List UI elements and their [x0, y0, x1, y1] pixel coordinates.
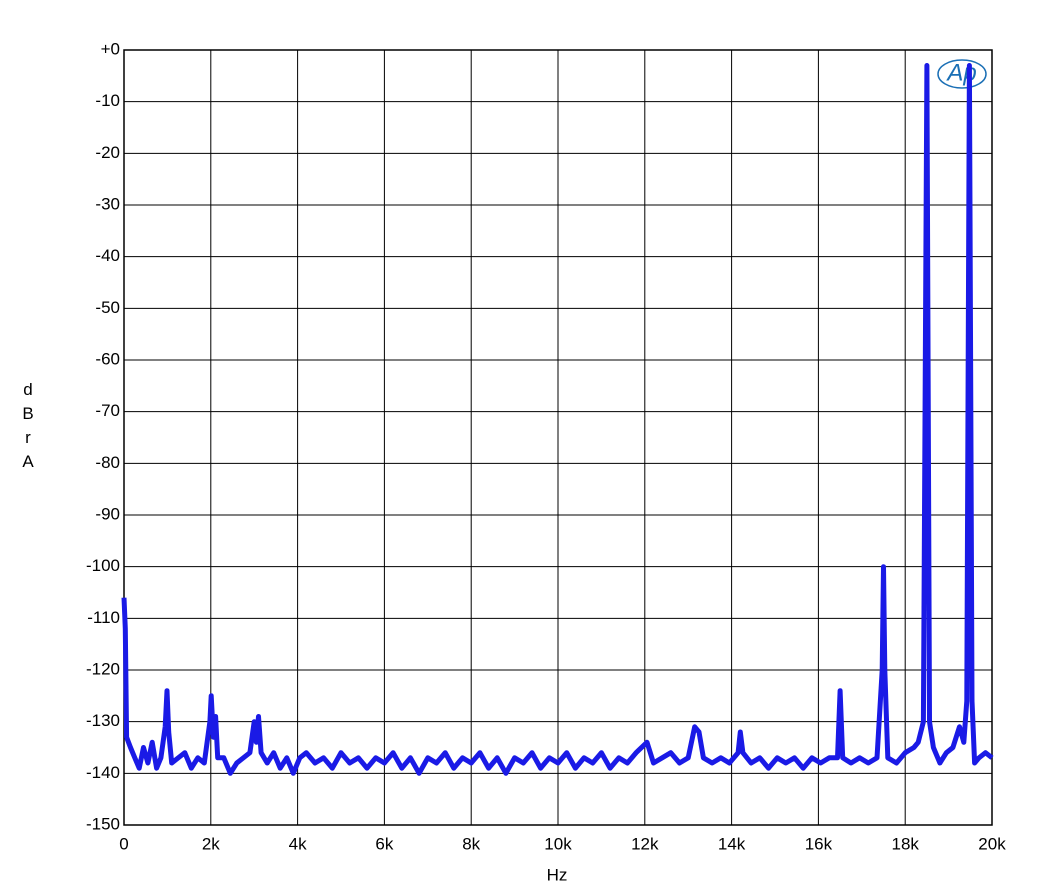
- y-tick-label: -120: [86, 659, 120, 678]
- y-tick-label: -140: [86, 763, 120, 782]
- y-tick-label: -150: [86, 814, 120, 833]
- plot-border: [123, 49, 993, 826]
- logo-ring: [937, 59, 987, 89]
- y-tick-label: -70: [95, 401, 120, 420]
- y-tick-label: -20: [95, 143, 120, 162]
- x-tick-label: 12k: [631, 834, 659, 853]
- y-tick-label: -40: [95, 246, 120, 265]
- y-tick-label: -80: [95, 453, 120, 472]
- y-tick-label: -30: [95, 194, 120, 213]
- x-tick-label: 10k: [544, 834, 572, 853]
- y-tick-label: -110: [87, 608, 120, 627]
- y-tick-label: +0: [101, 39, 120, 58]
- y-tick-label: -10: [95, 91, 120, 110]
- spectrum-line: [121, 63, 994, 776]
- y-tick-label: -130: [86, 711, 120, 730]
- x-tick-label: 4k: [289, 834, 307, 853]
- x-tick-label: 20k: [978, 834, 1006, 853]
- x-tick-label: 8k: [462, 834, 480, 853]
- x-tick-label: 18k: [891, 834, 919, 853]
- y-tick-label: -60: [95, 349, 120, 368]
- y-tick-label: -50: [95, 298, 120, 317]
- y-tick-label: -100: [86, 556, 120, 575]
- x-axis-label: Hz: [547, 865, 568, 884]
- x-tick-label: 14k: [718, 834, 746, 853]
- x-tick-label: 6k: [375, 834, 393, 853]
- y-axis-label: dBr A: [22, 380, 34, 471]
- x-tick-label: 2k: [202, 834, 220, 853]
- y-tick-label: -90: [95, 504, 120, 523]
- x-tick-label: 16k: [805, 834, 833, 853]
- x-tick-label: 0: [119, 834, 128, 853]
- logo: Ap: [945, 59, 976, 86]
